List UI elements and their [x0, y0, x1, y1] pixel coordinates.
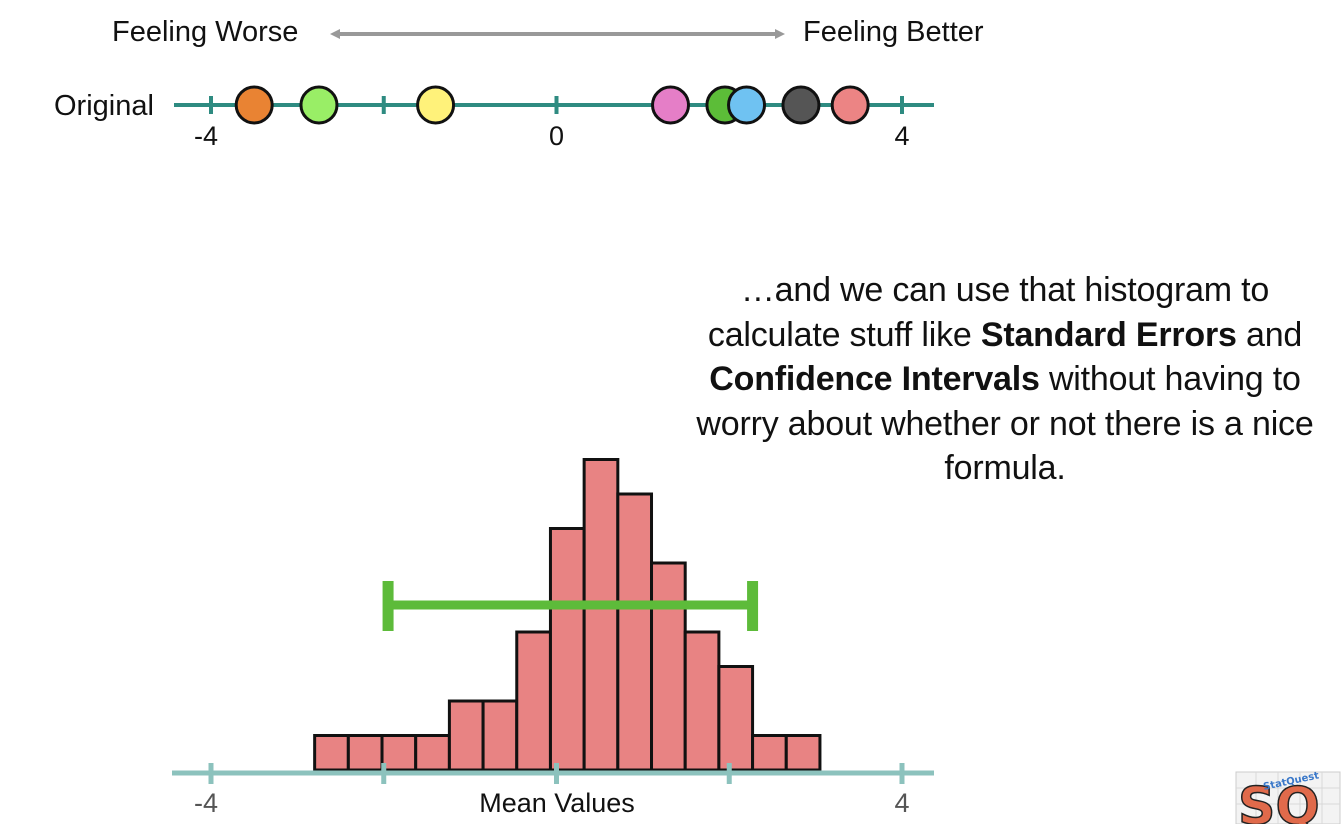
histogram-bar-6 — [515, 630, 552, 772]
mean-values-tick-label-1: 4 — [894, 788, 909, 818]
histogram-bar-13 — [751, 734, 788, 772]
original-point-3 — [651, 85, 691, 125]
original-point-2 — [416, 85, 456, 125]
explanation-caption: …and we can use that histogram to calcul… — [672, 268, 1338, 491]
original-point-7 — [830, 85, 870, 125]
original-point-1 — [299, 85, 339, 125]
original-point-5 — [727, 85, 767, 125]
original-data-points — [234, 85, 870, 125]
histogram-bar-12 — [717, 665, 755, 772]
mean-values-axis-ticks — [208, 763, 905, 784]
caption-bold-standard-errors: Standard Errors — [980, 315, 1237, 354]
original-point-6 — [781, 85, 821, 125]
original-tick-label-1: 0 — [549, 121, 564, 151]
histogram-bar-10 — [650, 561, 687, 772]
caption-text-1: …and we can use that histogram to calcul… — [707, 271, 1270, 354]
mean-values-axis-tick-labels: -4 4 — [194, 788, 910, 818]
histogram-bar-14 — [784, 734, 822, 772]
original-point-0 — [234, 85, 274, 125]
histogram-bar-9 — [616, 492, 654, 772]
feeling-worse-label: Feeling Worse — [112, 16, 298, 48]
original-axis-tick-labels: -4 0 4 — [194, 121, 910, 151]
histogram-bar-0 — [313, 734, 350, 772]
histogram-bar-11 — [683, 630, 721, 772]
original-tick-label-2: 4 — [894, 121, 909, 151]
histogram-bar-3 — [414, 734, 451, 772]
mean-values-axis-label: Mean Values — [479, 788, 635, 818]
histogram-bar-1 — [346, 734, 384, 772]
histogram-bars — [313, 458, 822, 772]
histogram-bar-5 — [481, 699, 519, 772]
original-tick-label-0: -4 — [194, 121, 218, 151]
original-row-label: Original — [54, 90, 154, 122]
logo-big-text: SQ — [1238, 777, 1320, 824]
histogram-bar-7 — [548, 527, 586, 772]
histogram-bar-8 — [582, 458, 620, 772]
feeling-better-label: Feeling Better — [803, 16, 984, 48]
caption-bold-confidence-intervals: Confidence Intervals — [709, 360, 1040, 398]
caption-text-2: and — [1236, 315, 1303, 354]
statquest-logo: SQ StatQuest — [1235, 770, 1341, 824]
mean-values-tick-label-0: -4 — [194, 788, 218, 818]
caption-text-3: without having to worry about whether or… — [696, 360, 1314, 487]
histogram-bar-2 — [380, 734, 418, 772]
confidence-interval — [382, 581, 759, 631]
histogram-bar-4 — [447, 699, 485, 772]
